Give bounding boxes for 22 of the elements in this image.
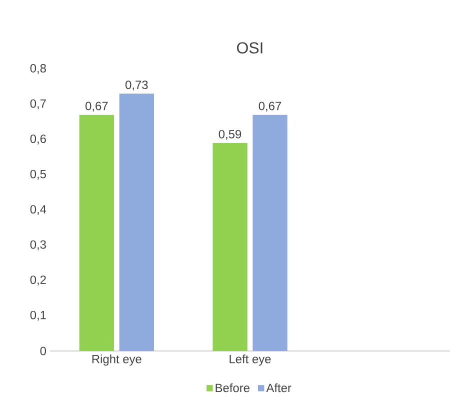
y-tick-label: 0,2 <box>30 276 46 286</box>
data-label: 0,59 <box>218 130 242 140</box>
x-tick-label: Left eye <box>230 354 271 366</box>
y-tick-label: 0,4 <box>30 205 46 215</box>
x-tick-label: Right eye <box>92 354 142 366</box>
y-tick-label: 0 <box>40 346 46 356</box>
y-tick-label: 0,3 <box>30 240 46 250</box>
legend-label: Before <box>216 383 250 392</box>
y-tick-label: 0,6 <box>30 134 46 144</box>
bar <box>212 143 248 351</box>
bar <box>119 94 154 351</box>
bar <box>252 114 288 351</box>
legend-label: After <box>266 383 292 392</box>
bar <box>79 114 114 351</box>
data-label: 0,67 <box>258 102 282 112</box>
data-label: 0,67 <box>86 102 108 112</box>
data-label: 0,73 <box>126 80 148 90</box>
y-tick-label: 0,7 <box>30 99 46 110</box>
chart-title: OSI <box>237 42 262 54</box>
y-tick-label: 0,1 <box>30 310 46 321</box>
y-tick-label: 0,8 <box>30 64 46 74</box>
y-tick-label: 0,5 <box>30 170 46 180</box>
